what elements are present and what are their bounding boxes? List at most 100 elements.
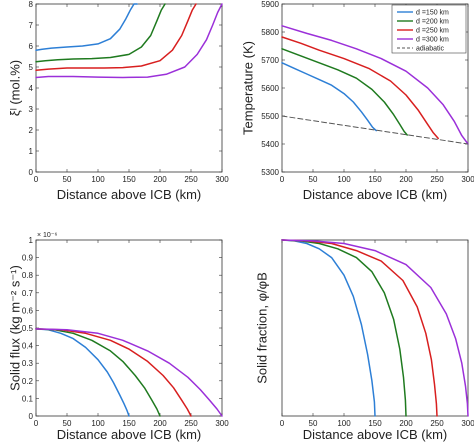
legend-box: [391, 4, 467, 54]
y-tick-label: 4: [29, 84, 34, 93]
x-tick-label: 100: [337, 175, 351, 184]
y-tick-label: 5600: [261, 84, 279, 93]
y-tick-label: 5900: [261, 0, 279, 9]
x-tick-label: 250: [430, 175, 444, 184]
panel-solid-flux: 0 50 100 150 200 250 300 0 0.1 0.2 0.3 0.4 0.5 0.6 0.…: [8, 232, 230, 442]
series-line-d250: [281, 239, 438, 417]
legend-label-d300: d =300 km: [416, 37, 449, 44]
x-tick-label: 100: [91, 419, 105, 428]
y-tick-label: 0.6: [22, 306, 34, 315]
x-tick-labels: 0 50 100 150 200 250 300: [34, 240, 229, 428]
y-tick-label: 5: [29, 63, 34, 72]
y-axis-multiplier: × 10⁻⁶: [37, 232, 58, 239]
x-tick-label: 50: [309, 419, 318, 428]
series-line-d150: [281, 62, 377, 132]
x-axis-label: Distance above ICB (km): [57, 427, 202, 442]
x-axis-label: Distance above ICB (km): [303, 427, 448, 442]
x-tick-label: 200: [399, 175, 413, 184]
y-tick-label: 0: [29, 168, 34, 177]
series-lines: [281, 239, 469, 417]
x-tick-label: 300: [215, 175, 229, 184]
x-tick-label: 150: [122, 175, 136, 184]
panel-composition: 0 50 100 150 200 250 300 0 1 2 3 4 5 6 7 8 Distance ab…: [8, 0, 230, 202]
series-line-d300: [35, 3, 223, 79]
y-tick-label: 0.9: [22, 254, 34, 263]
series-line-d200: [35, 3, 166, 63]
series-line-d250: [35, 328, 192, 417]
y-tick-label: 2: [29, 126, 34, 135]
legend-label-d150: d =150 km: [416, 10, 449, 17]
plot-frame: [35, 3, 223, 173]
y-tick-labels: 5300 5400 5500 5600 5700 5800 5900: [261, 0, 468, 177]
y-axis-label: ξˡ (mol.%): [8, 60, 23, 116]
y-tick-label: 0.1: [22, 394, 34, 403]
y-tick-label: 0.5: [22, 324, 34, 333]
series-line-d300: [281, 25, 469, 145]
x-tick-label: 300: [461, 419, 474, 428]
x-tick-label: 0: [280, 175, 285, 184]
y-axis-label: Solid fraction, φ/φB: [255, 272, 270, 384]
x-tick-label: 100: [91, 175, 105, 184]
x-tick-labels: 0 50 100 150 200 250 300: [280, 4, 474, 184]
y-tick-labels: 0 0.1 0.2 0.3 0.4 0.5 0.6 0.7 0.8 0.9 1: [22, 236, 222, 421]
y-tick-label: 3: [29, 105, 34, 114]
series-line-d300: [35, 328, 223, 417]
plot-frame: [281, 239, 469, 417]
x-tick-label: 100: [337, 419, 351, 428]
panel-solid-fraction: 0 50 100 150 200 250 300 Distance above ICB (k…: [255, 239, 474, 442]
x-tick-label: 50: [63, 175, 72, 184]
y-tick-labels: 0 1 2 3 4 5 6 7 8: [29, 0, 222, 177]
y-axis-label: Solid flux (kg m⁻² s⁻¹): [8, 265, 23, 391]
series-lines: [35, 3, 223, 79]
y-tick-label: 1: [29, 147, 34, 156]
y-tick-label: 5500: [261, 112, 279, 121]
series-line-d200: [35, 328, 161, 417]
x-tick-labels: 0 50 100 150 200 250 300: [280, 240, 474, 428]
y-tick-label: 0.2: [22, 377, 34, 386]
y-tick-label: 5700: [261, 56, 279, 65]
x-tick-label: 150: [368, 419, 382, 428]
legend: d =150 km d =200 km d =250 km d =300 km …: [391, 4, 467, 54]
y-tick-label: 7: [29, 21, 34, 30]
x-tick-label: 150: [368, 175, 382, 184]
series-line-d250: [35, 3, 197, 71]
x-tick-label: 250: [184, 419, 198, 428]
y-tick-label: 5300: [261, 168, 279, 177]
x-tick-label: 250: [184, 175, 198, 184]
y-tick-label: 0.7: [22, 289, 34, 298]
y-tick-label: 0: [29, 412, 34, 421]
legend-label-d200: d =200 km: [416, 19, 449, 26]
panel-temperature: 0 50 100 150 200 250 300 5300 5400 5500 5600 5700 5…: [241, 0, 474, 202]
x-tick-labels: 0 50 100 150 200 250 300: [34, 4, 229, 184]
series-line-d200: [281, 48, 408, 136]
x-tick-label: 300: [461, 175, 474, 184]
x-tick-label: 0: [280, 419, 285, 428]
x-tick-label: 150: [122, 419, 136, 428]
y-tick-label: 6: [29, 42, 34, 51]
legend-label-d250: d =250 km: [416, 28, 449, 35]
y-tick-label: 0.4: [22, 342, 34, 351]
series-lines: [281, 25, 469, 145]
y-tick-label: 0.8: [22, 271, 34, 280]
x-axis-label: Distance above ICB (km): [57, 187, 202, 202]
x-tick-label: 0: [34, 419, 39, 428]
x-tick-label: 300: [215, 419, 229, 428]
series-lines: [35, 328, 223, 417]
y-tick-label: 1: [29, 236, 34, 245]
x-tick-label: 200: [153, 175, 167, 184]
x-tick-label: 250: [430, 419, 444, 428]
plot-frame: [35, 239, 223, 417]
y-tick-label: 5400: [261, 140, 279, 149]
x-tick-label: 50: [63, 419, 72, 428]
series-line-adiabatic: [281, 115, 469, 145]
series-line-d250: [281, 36, 439, 140]
x-tick-label: 50: [309, 175, 318, 184]
series-line-d150: [35, 328, 130, 417]
series-line-d150: [35, 3, 138, 51]
x-tick-label: 200: [399, 419, 413, 428]
y-tick-label: 0.3: [22, 359, 34, 368]
y-tick-label: 8: [29, 0, 34, 9]
series-line-d200: [281, 239, 407, 417]
y-axis-label: Temperature (K): [241, 41, 256, 135]
